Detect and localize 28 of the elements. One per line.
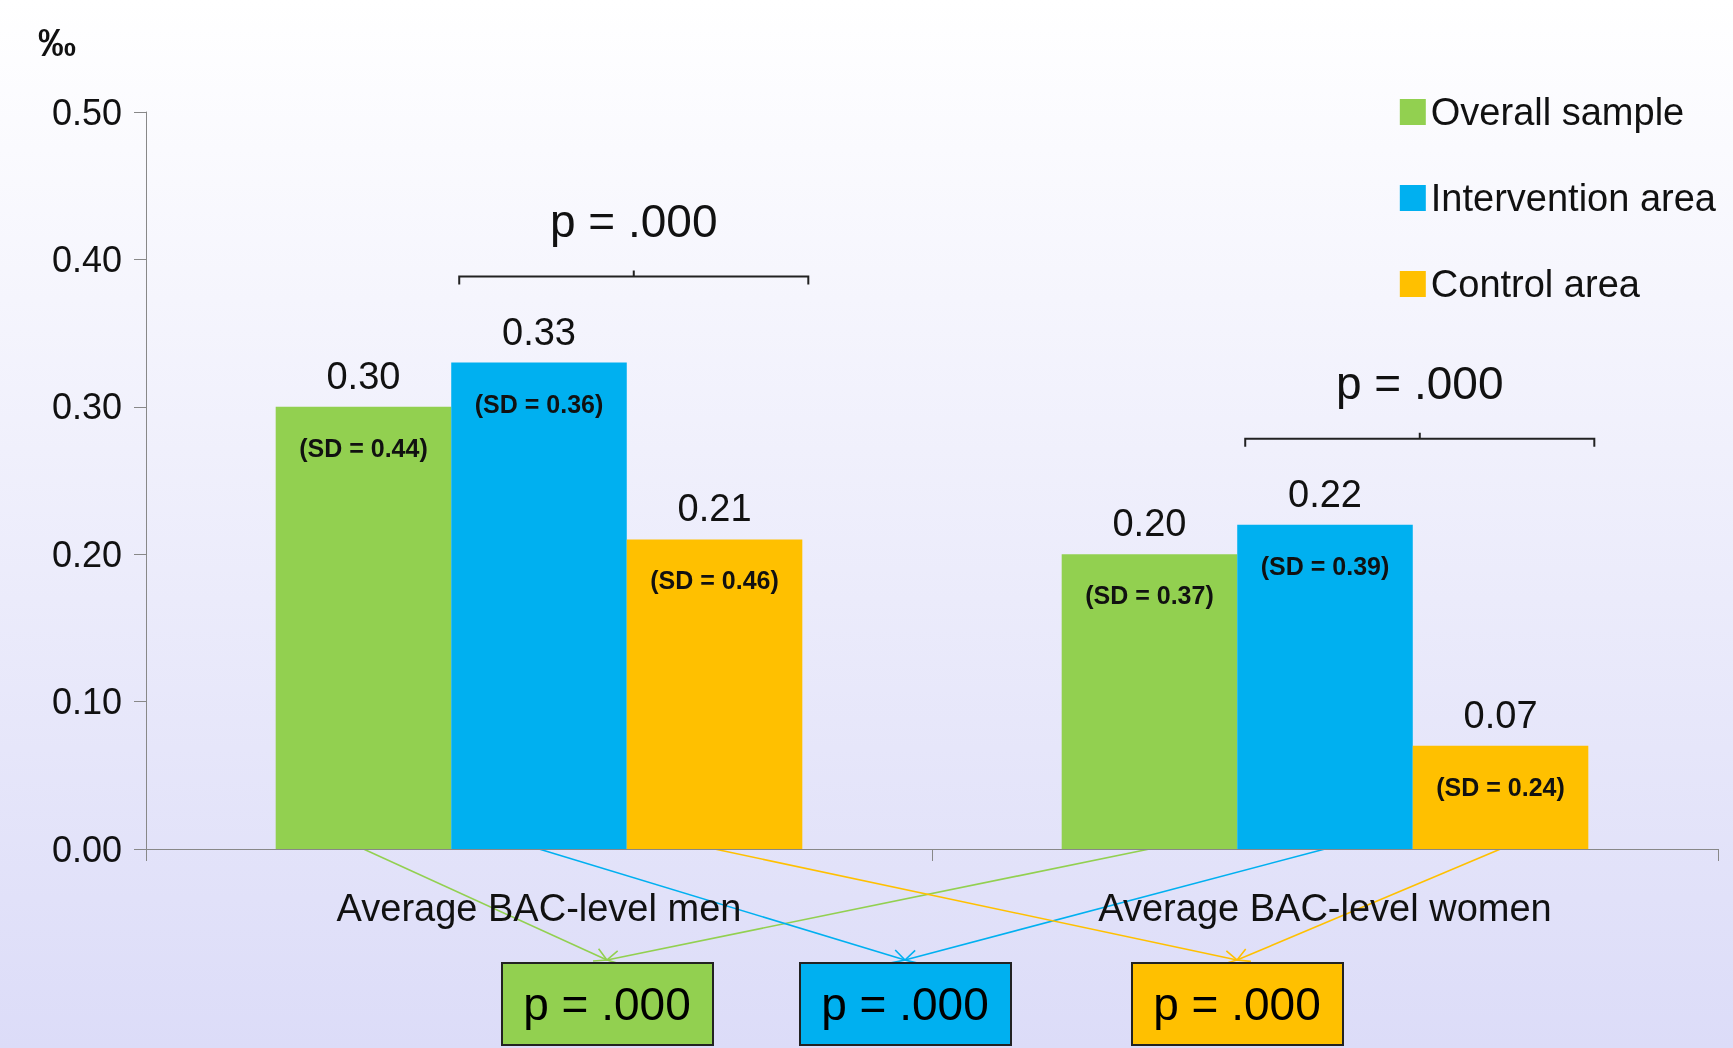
annotation: (SD = 0.24) xyxy=(1436,772,1565,801)
y-axis-title: ‰ xyxy=(38,22,76,64)
data-label: 0.30 xyxy=(326,354,401,397)
y-tick-label: 0.40 xyxy=(51,238,122,280)
y-tick-label: 0.30 xyxy=(51,386,122,428)
y-tick-label: 0.10 xyxy=(51,681,122,723)
annotation: p = .000 xyxy=(550,194,718,247)
annotation: (SD = 0.37) xyxy=(1085,581,1214,610)
data-label: 0.20 xyxy=(1112,502,1187,545)
x-tick-label: Average BAC-level men xyxy=(336,887,742,929)
annotation: (SD = 0.39) xyxy=(1260,551,1390,580)
data-label: 0.33 xyxy=(502,310,576,353)
y-tick-label: 0.20 xyxy=(51,533,122,575)
legend-label: Control area xyxy=(1430,263,1641,305)
data-label: 0.07 xyxy=(1463,693,1538,736)
data-label: 0.21 xyxy=(677,487,752,530)
legend-label: Intervention area xyxy=(1430,177,1717,219)
y-tick-label: 0.00 xyxy=(51,828,122,870)
y-tick-label: 0.50 xyxy=(51,91,122,133)
annotation: (SD = 0.44) xyxy=(299,433,428,462)
text: p = .000 xyxy=(798,962,1012,1046)
data-label: 0.22 xyxy=(1288,472,1362,515)
annotation: (SD = 0.36) xyxy=(474,389,604,418)
text: p = .000 xyxy=(500,962,714,1046)
text: p = .000 xyxy=(1130,962,1344,1046)
annotation: p = .000 xyxy=(1336,356,1504,409)
legend-label: Overall sample xyxy=(1430,91,1685,133)
annotation: (SD = 0.46) xyxy=(650,566,779,595)
